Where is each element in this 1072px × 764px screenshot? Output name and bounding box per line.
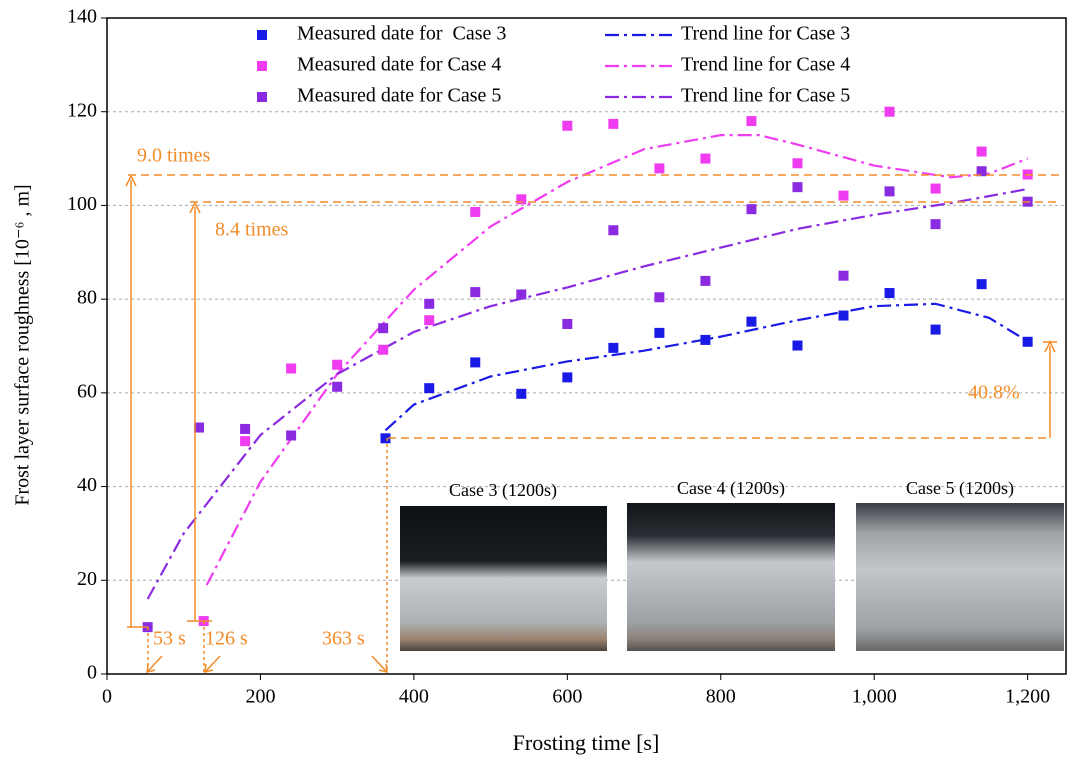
annotation-guides [125, 174, 1060, 673]
data-point [700, 275, 711, 286]
data-point [424, 383, 435, 394]
data-point [286, 363, 297, 374]
x-axis-title: Frosting time [s] [513, 730, 660, 755]
photo-case-3 [400, 506, 607, 651]
data-point [516, 388, 527, 399]
y-axis-title: Frost layer surface roughness [10⁻⁶ , m] [12, 184, 34, 505]
data-point [654, 327, 665, 338]
data-point [424, 315, 435, 326]
image-caption: Case 4 (1200s) [677, 478, 785, 499]
data-point [654, 292, 665, 303]
data-point [700, 334, 711, 345]
data-point [562, 120, 573, 131]
data-point [930, 324, 941, 335]
data-point [286, 430, 297, 441]
data-point [378, 323, 389, 334]
y-tick-label: 120 [67, 99, 97, 121]
y-tick-label: 140 [67, 6, 97, 28]
data-point [930, 183, 941, 194]
x-tick-label: 400 [399, 686, 429, 708]
data-point [470, 287, 481, 298]
y-tick-label: 80 [77, 287, 97, 309]
data-point [700, 153, 711, 164]
photo-case-5 [856, 503, 1064, 651]
data-point [516, 289, 527, 300]
data-point [240, 423, 251, 434]
data-point [976, 279, 987, 290]
data-point [608, 118, 619, 129]
data-point [562, 372, 573, 383]
legend-marker [257, 92, 267, 102]
legend-label: Trend line for Case 5 [681, 85, 850, 107]
annotation: 40.8% [968, 382, 1020, 404]
data-point [976, 146, 987, 157]
data-point [746, 204, 757, 215]
legend-label: Measured date for Case 3 [297, 23, 506, 45]
data-point [470, 357, 481, 368]
data-point [608, 342, 619, 353]
data-point [838, 270, 849, 281]
data-point [746, 116, 757, 127]
annotation: 53 s [153, 628, 186, 650]
x-tick-label: 800 [706, 686, 736, 708]
data-point [516, 194, 527, 205]
data-point [884, 106, 895, 117]
photo-case-4 [627, 503, 835, 651]
axes-frame [106, 17, 1067, 675]
y-tick-label: 20 [77, 568, 97, 590]
data-point [654, 163, 665, 174]
legend-label: Trend line for Case 4 [681, 54, 850, 76]
data-point [746, 316, 757, 327]
y-tick-label: 100 [67, 193, 97, 215]
data-point [838, 310, 849, 321]
trend-line [146, 187, 1028, 600]
x-tick-label: 600 [552, 686, 582, 708]
data-point [332, 359, 343, 370]
data-point [194, 422, 205, 433]
annotation: 363 s [322, 628, 365, 650]
x-tick-label: 1,200 [1005, 686, 1050, 708]
image-caption: Case 5 (1200s) [906, 478, 1014, 499]
legend-label: Measured date for Case 5 [297, 85, 501, 107]
annotation: 126 s [205, 628, 248, 650]
data-point [792, 158, 803, 169]
data-point [332, 381, 343, 392]
data-point [1022, 336, 1033, 347]
data-point [562, 318, 573, 329]
data-point [976, 166, 987, 177]
y-tick-label: 40 [77, 474, 97, 496]
data-point [608, 225, 619, 236]
data-point [424, 298, 435, 309]
annotation: 9.0 times [137, 145, 211, 167]
data-point [884, 186, 895, 197]
data-point [378, 344, 389, 355]
data-point [380, 433, 391, 444]
legend-label: Measured date for Case 4 [297, 54, 501, 76]
y-tick-label: 60 [77, 380, 97, 402]
legend-label: Trend line for Case 3 [681, 23, 850, 45]
image-caption: Case 3 (1200s) [449, 480, 557, 501]
data-point [792, 340, 803, 351]
x-tick-label: 200 [245, 686, 275, 708]
x-tick-label: 1,000 [852, 686, 897, 708]
trend-line [384, 302, 1029, 432]
data-point [792, 182, 803, 193]
data-point [884, 288, 895, 299]
data-point [838, 190, 849, 201]
x-tick-label: 0 [102, 686, 112, 708]
y-tick-label: 0 [87, 662, 97, 684]
data-point [470, 206, 481, 217]
data-point [240, 436, 251, 447]
data-point [930, 219, 941, 230]
legend-marker [257, 30, 267, 40]
legend-marker [257, 61, 267, 71]
annotation: 8.4 times [215, 219, 289, 241]
